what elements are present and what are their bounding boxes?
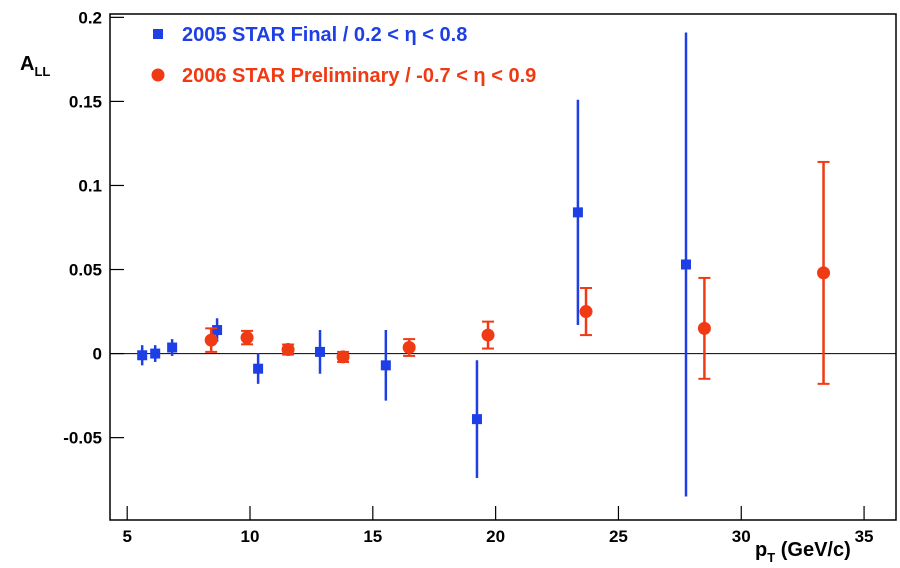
data-point bbox=[579, 305, 593, 319]
data-point bbox=[336, 350, 350, 364]
y-tick-label: 0.05 bbox=[69, 261, 102, 280]
data-point bbox=[150, 348, 161, 359]
data-point bbox=[471, 414, 482, 425]
legend-label: 2005 STAR Final / 0.2 < η < 0.8 bbox=[182, 24, 467, 46]
y-label-sub: LL bbox=[34, 64, 50, 79]
data-point bbox=[402, 341, 416, 355]
x-label-main: p bbox=[755, 539, 767, 561]
x-label-rest: (GeV/c) bbox=[775, 539, 851, 561]
data-point bbox=[572, 207, 583, 218]
y-tick-label: 0 bbox=[93, 345, 102, 364]
x-tick-label: 10 bbox=[241, 527, 260, 546]
data-point bbox=[137, 350, 148, 361]
y-tick-label: 0.2 bbox=[78, 8, 102, 27]
x-tick-label: 5 bbox=[122, 527, 131, 546]
data-point bbox=[212, 325, 223, 336]
legend-label: 2006 STAR Preliminary / -0.7 < η < 0.9 bbox=[182, 65, 536, 87]
y-tick-label: 0.1 bbox=[78, 176, 102, 195]
plot-frame bbox=[109, 13, 897, 521]
x-tick-label: 35 bbox=[855, 527, 874, 546]
data-point bbox=[680, 259, 691, 270]
x-label-sub: T bbox=[767, 550, 775, 565]
y-tick-label: -0.05 bbox=[63, 429, 102, 448]
legend-marker bbox=[151, 68, 165, 82]
x-tick-label: 30 bbox=[732, 527, 751, 546]
x-tick-label: 20 bbox=[486, 527, 505, 546]
x-tick-label: 15 bbox=[363, 527, 382, 546]
x-axis-label: pT (GeV/c) bbox=[755, 539, 851, 565]
data-point bbox=[817, 266, 831, 280]
data-point bbox=[167, 342, 178, 353]
data-point bbox=[481, 328, 495, 342]
data-point bbox=[281, 343, 295, 357]
y-tick-label: 0.15 bbox=[69, 92, 102, 111]
y-axis-label: ALL bbox=[20, 53, 50, 79]
data-point bbox=[315, 346, 326, 357]
data-point bbox=[253, 363, 264, 374]
data-point bbox=[204, 333, 218, 347]
y-label-main: A bbox=[20, 53, 34, 75]
data-point bbox=[380, 360, 391, 371]
data-point bbox=[240, 331, 254, 345]
x-tick-label: 25 bbox=[609, 527, 628, 546]
data-point bbox=[697, 321, 711, 335]
legend-marker bbox=[153, 29, 163, 39]
